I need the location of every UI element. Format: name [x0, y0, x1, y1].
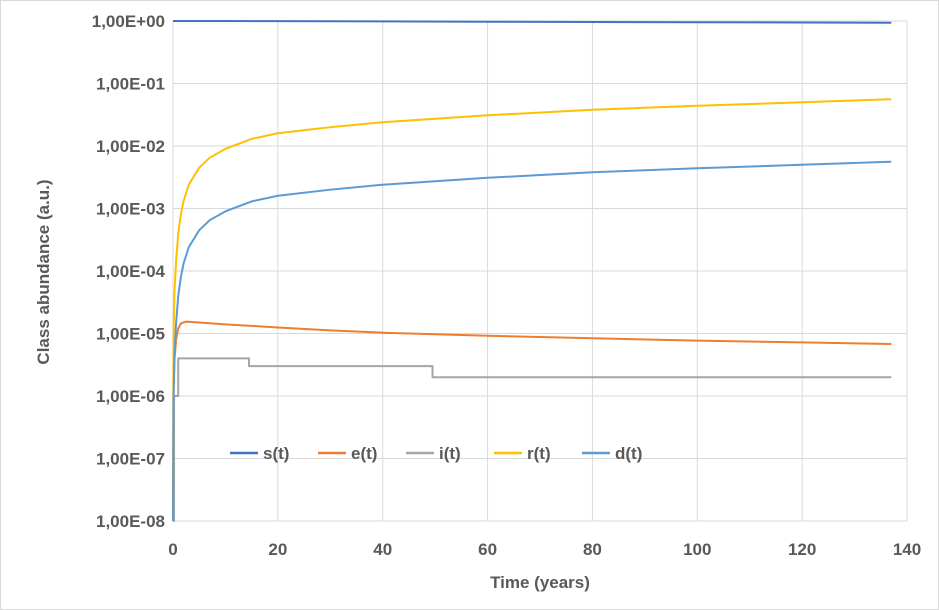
series-line-st	[172, 20, 892, 24]
y-tick-label: 1,00E-03	[96, 200, 165, 219]
y-tick-label: 1,00E+00	[92, 12, 165, 31]
y-tick-label: 1,00E-08	[96, 512, 165, 531]
x-tick-label: 0	[168, 540, 177, 559]
x-tick-label: 20	[268, 540, 287, 559]
x-tick-label: 120	[788, 540, 816, 559]
legend-label: d(t)	[615, 444, 642, 463]
tick-labels: 1,00E-08 1,00E-07 1,00E-06 1,00E-05 1,00E-04…	[92, 12, 921, 559]
x-tick-label: 80	[583, 540, 602, 559]
y-tick-label: 1,00E-07	[96, 450, 165, 469]
series-line-dt	[172, 160, 892, 522]
y-tick-label: 1,00E-06	[96, 387, 165, 406]
x-tick-label: 60	[478, 540, 497, 559]
y-tick-label: 1,00E-05	[96, 325, 165, 344]
legend-label: r(t)	[527, 444, 551, 463]
legend-label: i(t)	[439, 444, 461, 463]
x-tick-label: 140	[893, 540, 921, 559]
x-axis-title: Time (years)	[490, 573, 590, 592]
y-axis-title: Class abundance (a.u.)	[34, 179, 53, 364]
series-lines	[172, 20, 892, 522]
y-tick-label: 1,00E-04	[96, 262, 166, 281]
y-tick-label: 1,00E-01	[96, 75, 165, 94]
legend-label: s(t)	[263, 444, 289, 463]
x-tick-label: 40	[373, 540, 392, 559]
legend: s(t) e(t) i(t) r(t) d(t)	[230, 444, 642, 463]
y-tick-label: 1,00E-02	[96, 137, 165, 156]
series-line-rt	[172, 98, 892, 522]
x-tick-label: 100	[683, 540, 711, 559]
legend-label: e(t)	[351, 444, 377, 463]
